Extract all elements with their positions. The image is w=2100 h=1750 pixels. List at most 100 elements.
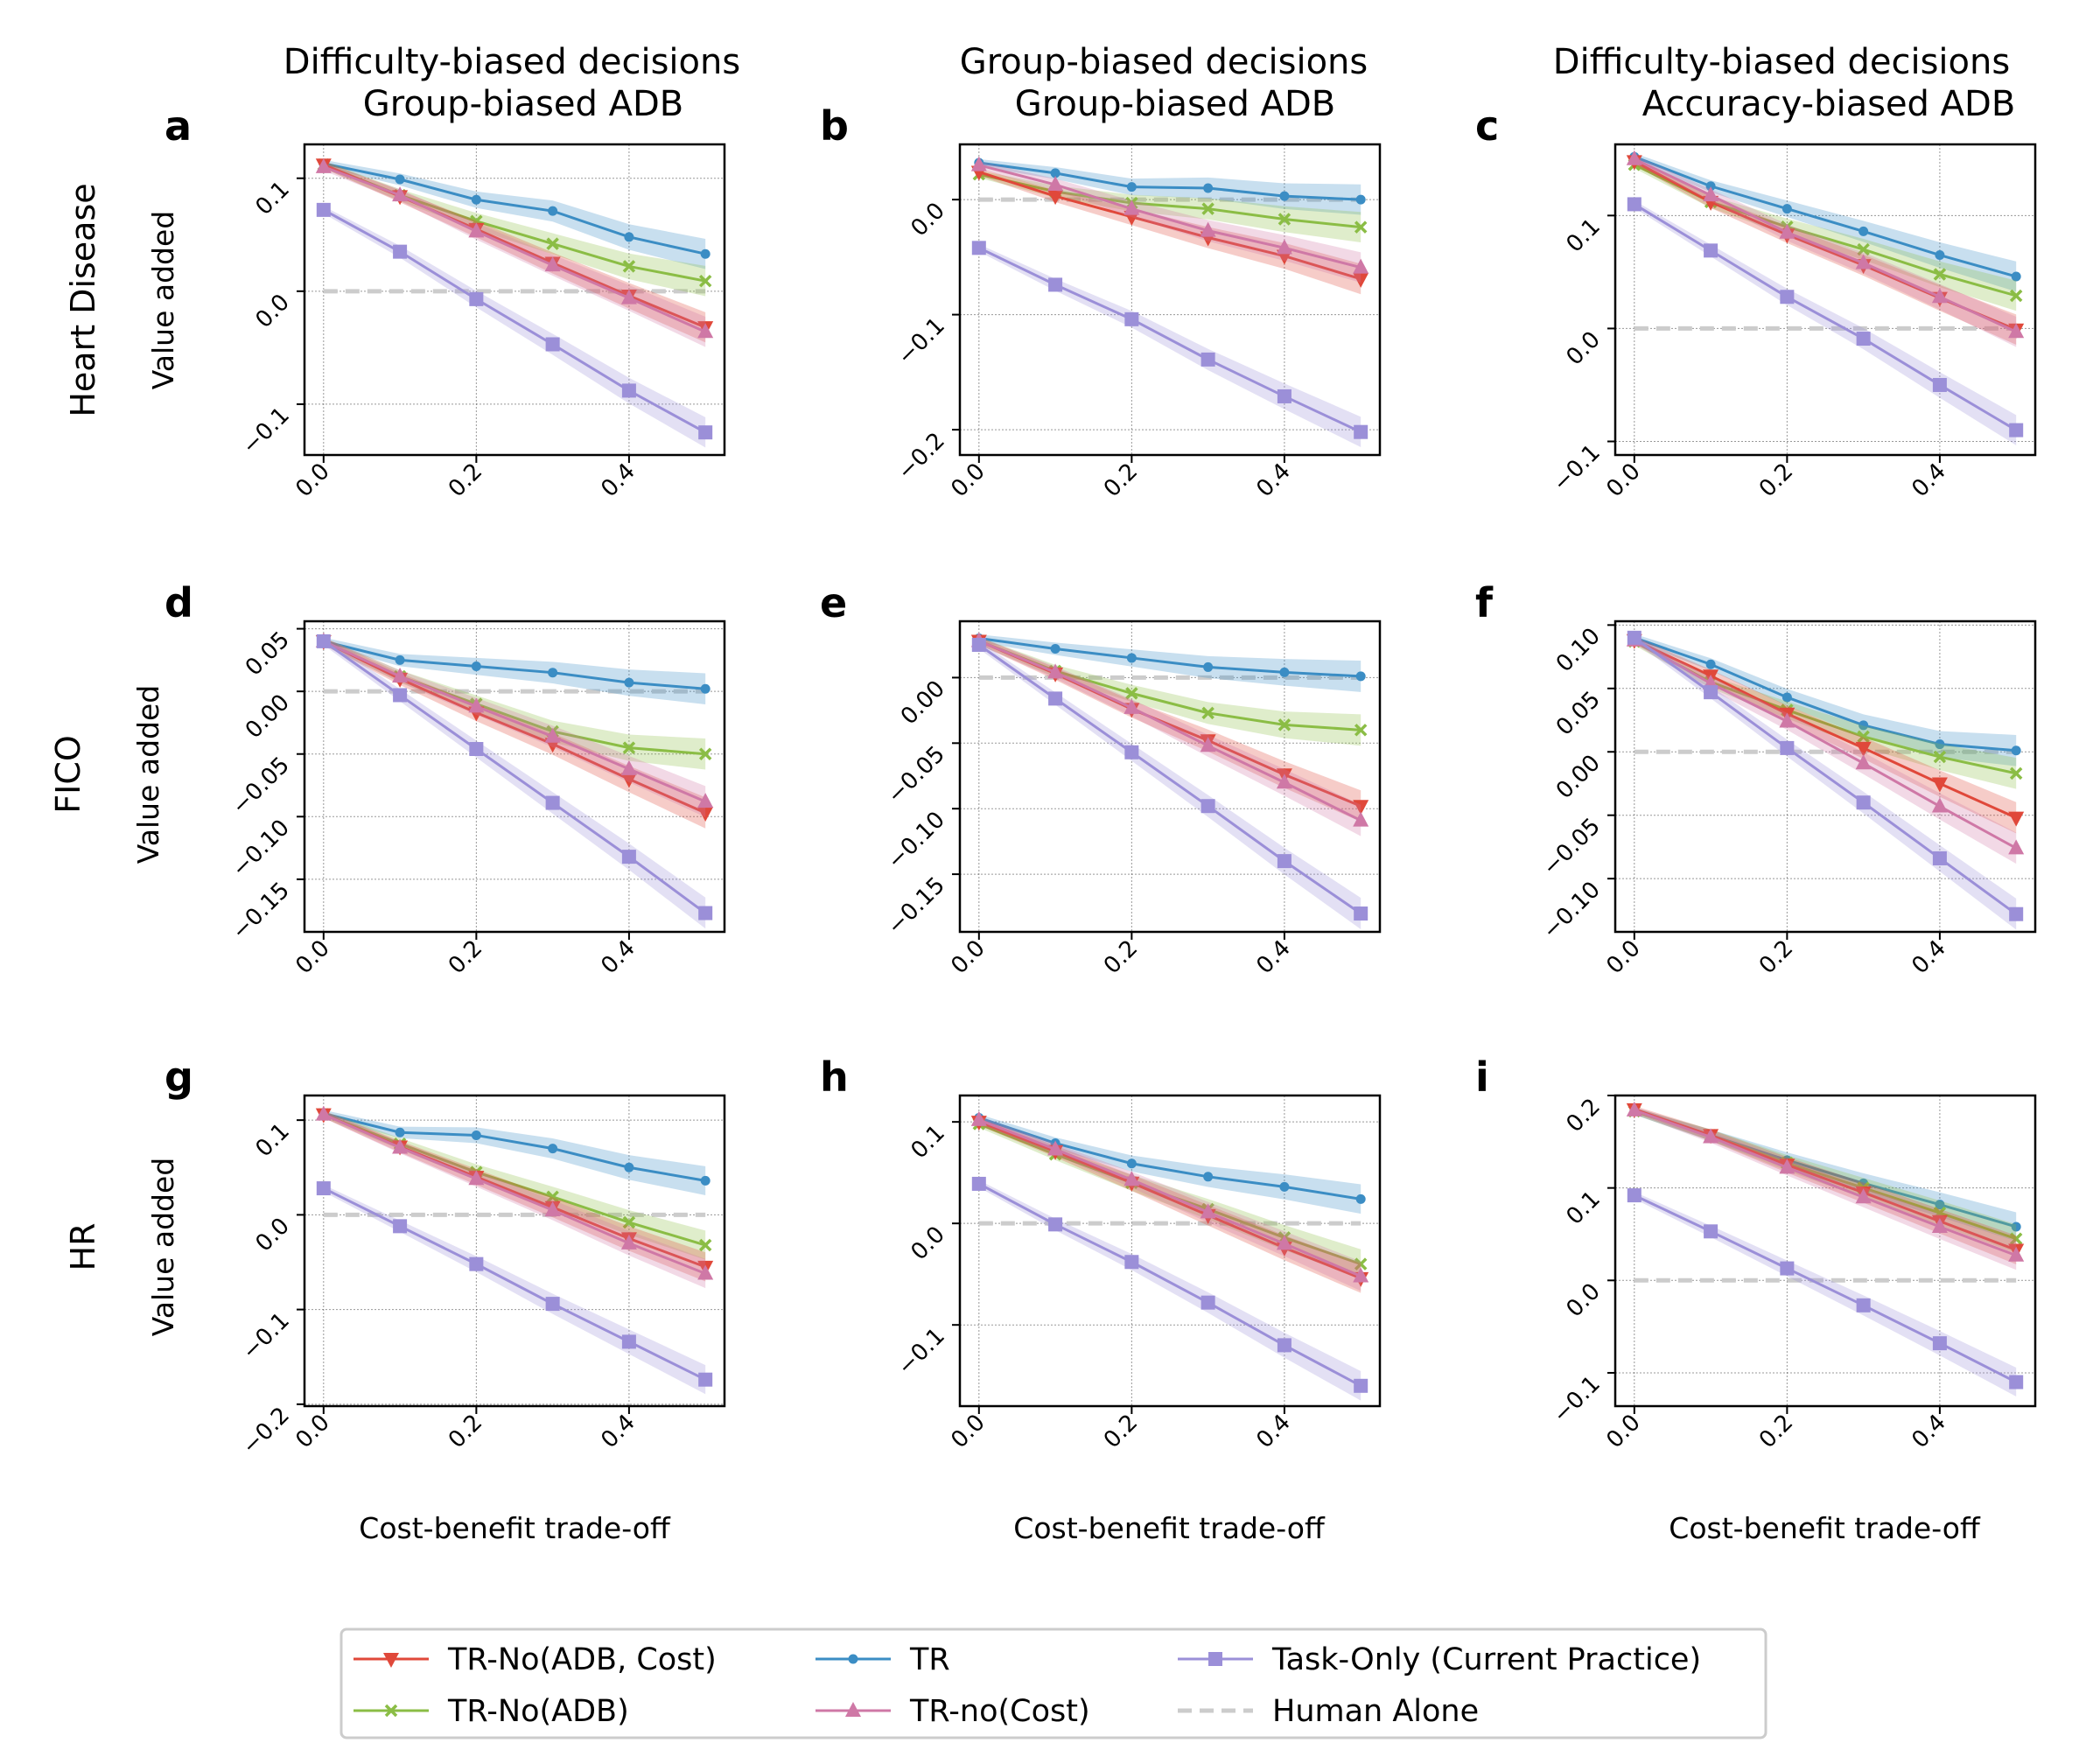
data-point <box>2011 1222 2021 1232</box>
data-point <box>621 383 636 398</box>
data-point <box>698 425 713 440</box>
x-tick-label: 0.2 <box>444 1410 487 1453</box>
data-point <box>1780 740 1795 755</box>
data-point <box>1355 194 1366 205</box>
x-tick-label: 0.2 <box>1099 458 1143 502</box>
series-tr <box>318 158 710 270</box>
data-point <box>469 742 484 757</box>
series-tr_no_cost <box>1626 150 2025 347</box>
plot-area <box>970 156 1369 448</box>
confidence-band <box>323 161 706 297</box>
legend-label: TR-no(Cost) <box>909 1694 1090 1729</box>
data-point <box>1857 242 1870 256</box>
data-point <box>1124 745 1139 760</box>
axes-frame <box>1614 143 2037 457</box>
panel-e: 0.0 0.2 0.4 −0.15−0.10−0.05 0.00 e <box>820 579 1382 979</box>
data-point <box>698 747 712 760</box>
panel-letter: i <box>1475 1054 1489 1101</box>
confidence-band <box>1634 1106 2017 1270</box>
data-point <box>1353 258 1369 274</box>
data-point <box>1278 718 1292 732</box>
x-tick-label: 0.2 <box>444 458 487 502</box>
confidence-band <box>323 206 706 448</box>
series-line <box>977 643 1362 915</box>
y-tick-label: −0.15 <box>882 872 950 941</box>
data-point <box>1047 663 1064 679</box>
legend-entry-tr_no_adb_cost: TR-No(ADB, Cost) <box>354 1642 717 1677</box>
series-line <box>978 636 1362 678</box>
confidence-band <box>978 1116 1362 1292</box>
data-point <box>1932 377 1947 392</box>
data-point <box>316 1181 331 1196</box>
panel-letter: g <box>164 1054 193 1101</box>
y-axis-label-row1: Value added <box>146 211 180 389</box>
data-point <box>468 222 485 238</box>
data-point <box>1858 720 1869 731</box>
x-tick-label: 0.4 <box>1251 458 1295 502</box>
data-point <box>2008 1246 2025 1262</box>
series-tr_no_adb <box>317 158 712 297</box>
axes-frame <box>1614 620 2037 934</box>
x-tick-label: 0.2 <box>1754 458 1798 502</box>
series-tr_no_cost <box>315 158 714 347</box>
data-point <box>971 241 986 256</box>
panel-g: 0.0 0.2 0.4 −0.2 −0.1 0.0 0.1 g <box>164 1054 726 1460</box>
data-point <box>471 194 481 205</box>
data-point <box>2009 1375 2024 1390</box>
data-point <box>1200 352 1215 367</box>
data-point <box>1354 424 1368 439</box>
data-point <box>620 289 637 304</box>
data-point <box>1276 239 1292 255</box>
data-point <box>1855 254 1872 270</box>
y-axis-label-row3: Value added <box>146 1158 180 1336</box>
data-point <box>971 637 986 652</box>
data-point <box>1279 1181 1290 1192</box>
data-point <box>1931 777 1948 793</box>
data-point <box>971 1176 986 1191</box>
data-point <box>316 634 331 648</box>
legend-marker <box>1208 1652 1222 1666</box>
data-point <box>544 727 561 743</box>
y-tick-label: −0.10 <box>1537 877 1606 945</box>
data-point <box>468 697 485 713</box>
data-point <box>698 1238 712 1252</box>
series-line <box>1634 203 2017 431</box>
data-point <box>1932 1336 1947 1351</box>
y-tick-label: −0.1 <box>892 312 950 370</box>
panel-i: 0.0 0.2 0.4−0.10.00.10.2i <box>1475 1054 2037 1453</box>
data-point <box>1782 204 1792 214</box>
data-point <box>697 1264 714 1280</box>
data-point <box>1354 220 1368 234</box>
panel-h: 0.0 0.2 0.4 −0.1 0.0 0.1 h <box>820 1054 1382 1453</box>
panel-letter: d <box>164 579 193 626</box>
data-point <box>1354 1257 1368 1270</box>
x-tick-label: 0.2 <box>1099 1410 1143 1453</box>
data-point <box>1126 1158 1137 1169</box>
data-point <box>1124 200 1140 215</box>
y-tick-label: 0.2 <box>1561 1094 1605 1138</box>
confidence-band <box>1634 153 2017 292</box>
y-tick-label: −0.05 <box>1537 813 1606 881</box>
data-point <box>622 260 636 273</box>
series-tr_no_adb <box>317 1108 712 1260</box>
data-point <box>621 850 636 864</box>
data-point <box>1278 213 1292 226</box>
data-point <box>1124 698 1140 714</box>
data-point <box>393 1219 408 1234</box>
data-point <box>1277 388 1292 403</box>
panel-f: 0.0 0.2 0.4 −0.10−0.05 0.00 0.05 0.10 f <box>1475 579 2037 979</box>
data-point <box>1124 1171 1140 1186</box>
data-point <box>1779 712 1796 728</box>
x-tick-label: 0.2 <box>1754 935 1798 979</box>
data-point <box>1124 1255 1139 1270</box>
panel-letter: c <box>1475 102 1499 150</box>
data-point <box>1279 191 1290 201</box>
series-tr_no_cost <box>1626 1101 2025 1270</box>
series-task_only <box>971 637 1368 929</box>
series-line <box>1634 1194 2017 1383</box>
axes-frame <box>1614 1094 2037 1408</box>
data-point <box>548 668 558 678</box>
data-point <box>2009 1232 2023 1245</box>
series-line <box>322 640 707 914</box>
confidence-band <box>1634 161 2017 312</box>
